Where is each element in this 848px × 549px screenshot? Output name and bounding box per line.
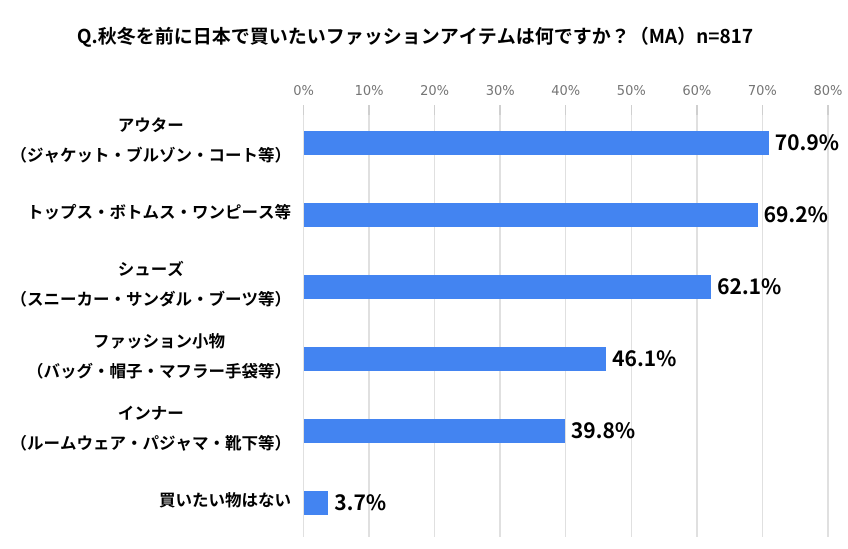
- x-axis-tick-label: 50%: [616, 84, 646, 100]
- category-label-0: アウター （ジャケット・ブルゾン・コート等）: [11, 109, 292, 169]
- x-axis-tick-label: 40%: [551, 84, 581, 100]
- category-label-4: インナー （ルームウェア・パジャマ・靴下等）: [11, 397, 292, 457]
- value-label-0: 70.9%: [774, 126, 839, 157]
- category-label-line: インナー: [117, 399, 184, 424]
- bar-4: [304, 419, 565, 444]
- bar-2: [304, 275, 712, 300]
- axis-tick: [433, 105, 436, 115]
- category-label-line: 買いたい物はない: [159, 487, 291, 512]
- bar-5: [304, 491, 329, 516]
- vertical-gridline: [433, 105, 436, 537]
- bar-3: [304, 347, 607, 372]
- category-label-5: 買いたい物はない: [159, 484, 291, 514]
- value-label-5: 3.7%: [334, 486, 387, 517]
- category-label-line: （ジャケット・ブルゾン・コート等）: [10, 141, 292, 166]
- category-label-line: （バッグ・帽子・マフラー手袋等）: [27, 357, 291, 382]
- category-label-3: ファッション小物 （バッグ・帽子・マフラー手袋等）: [27, 325, 291, 385]
- category-label-line: （ルームウェア・パジャマ・靴下等）: [10, 429, 292, 454]
- axis-tick: [302, 105, 305, 115]
- x-axis-tick-label: 10%: [354, 84, 384, 100]
- axis-tick: [761, 105, 764, 115]
- category-label-line: アウター: [117, 111, 184, 136]
- vertical-gridline: [696, 105, 698, 537]
- value-label-3: 46.1%: [612, 342, 677, 373]
- vertical-gridline: [630, 105, 632, 537]
- axis-tick: [630, 105, 632, 115]
- x-axis-tick-label: 80%: [813, 84, 843, 100]
- axis-tick: [499, 105, 501, 115]
- category-label-line: トップス・ボトムス・ワンピース等: [27, 199, 291, 224]
- bar-0: [304, 131, 769, 156]
- axis-tick: [564, 105, 567, 115]
- vertical-gridline: [827, 105, 829, 537]
- vertical-gridline: [564, 105, 567, 537]
- vertical-gridline: [368, 105, 370, 537]
- category-label-line: シューズ: [117, 255, 184, 280]
- x-axis-tick-label: 20%: [420, 84, 450, 100]
- vertical-gridline: [761, 105, 764, 537]
- x-axis-tick-label: 0%: [293, 84, 314, 100]
- chart-title: Q.秋冬を前に日本で買いたいファッションアイテムは何ですか？（MA）n=817: [76, 22, 754, 49]
- value-label-1: 69.2%: [763, 198, 828, 229]
- axis-tick: [827, 105, 829, 115]
- vertical-gridline: [302, 105, 305, 537]
- axis-tick: [696, 105, 698, 115]
- x-axis-tick-label: 70%: [747, 84, 777, 100]
- bar-1: [304, 203, 758, 228]
- category-label-2: シューズ （スニーカー・サンダル・ブーツ等）: [11, 253, 292, 313]
- value-label-4: 39.8%: [570, 414, 636, 445]
- category-label-line: （スニーカー・サンダル・ブーツ等）: [10, 285, 292, 310]
- category-label-line: ファッション小物: [93, 327, 225, 352]
- category-label-1: トップス・ボトムス・ワンピース等: [27, 196, 291, 226]
- x-axis-tick-label: 60%: [682, 84, 712, 100]
- axis-tick: [368, 105, 370, 115]
- x-axis-tick-label: 30%: [485, 84, 515, 100]
- value-label-2: 62.1%: [717, 270, 782, 301]
- vertical-gridline: [499, 105, 501, 537]
